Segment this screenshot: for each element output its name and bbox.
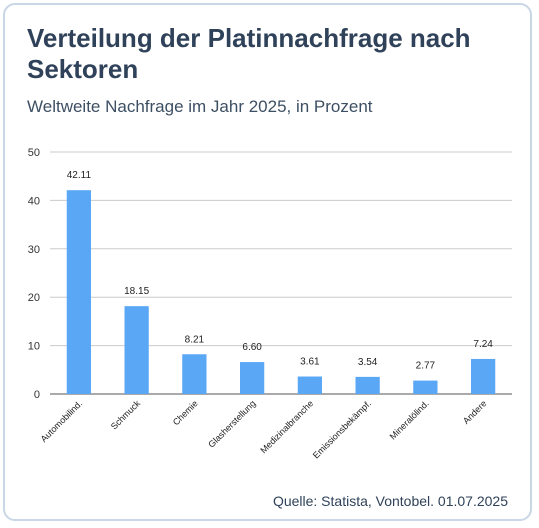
y-tick-label: 50 <box>28 147 40 159</box>
data-label: 7.24 <box>473 339 493 350</box>
x-tick-label: Chemie <box>171 398 200 427</box>
data-label: 3.61 <box>300 357 320 368</box>
source-note: Quelle: Statista, Vontobel. 01.07.2025 <box>272 493 508 509</box>
bar <box>182 354 207 394</box>
data-label: 6.60 <box>242 342 262 353</box>
x-tick-label: Emissionsbekämpf. <box>311 398 373 460</box>
bar <box>470 358 496 394</box>
y-tick-label: 40 <box>28 195 40 207</box>
y-tick-label: 30 <box>28 244 40 256</box>
y-tick-label: 0 <box>34 389 40 401</box>
chart-subtitle: Weltweite Nachfrage im Jahr 2025, in Pro… <box>27 97 373 116</box>
bar <box>355 376 380 394</box>
bar <box>124 306 149 394</box>
x-tick-label: Mineralölind. <box>388 398 431 441</box>
x-tick-label: Automobilind. <box>39 398 85 444</box>
bar <box>239 362 265 394</box>
y-tick-label: 10 <box>28 341 40 353</box>
chart-card: Verteilung der Platinnachfrage nach Sekt… <box>3 3 532 521</box>
x-tick-label: Medizinalbranche <box>258 398 315 455</box>
x-tick-label: Schmuck <box>109 398 143 432</box>
bar <box>297 376 323 394</box>
chart-title: Verteilung der Platinnachfrage nach Sekt… <box>27 23 471 84</box>
data-label: 8.21 <box>185 334 205 345</box>
data-label: 18.15 <box>124 286 149 297</box>
x-tick-label: Glasherstellung <box>206 398 257 449</box>
bar <box>413 380 438 394</box>
y-tick-label: 20 <box>28 292 40 304</box>
data-label: 3.54 <box>358 357 378 368</box>
data-label: 42.11 <box>67 170 92 181</box>
bar <box>66 190 92 394</box>
data-label: 2.77 <box>416 361 436 372</box>
x-tick-label: Andere <box>461 398 489 426</box>
